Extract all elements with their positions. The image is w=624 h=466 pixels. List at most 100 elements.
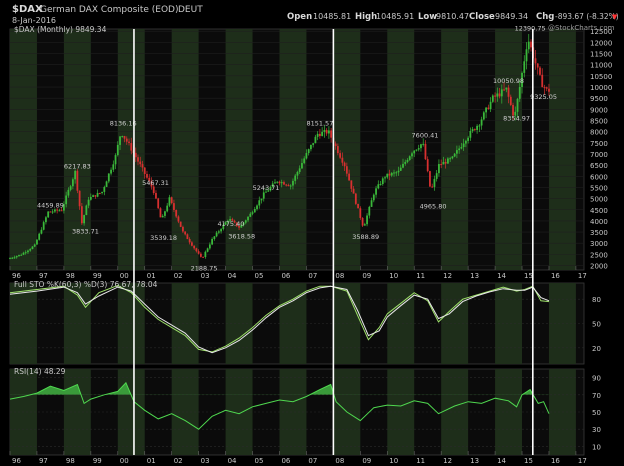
price-candle-body [40,229,43,234]
price-candle-body [235,222,238,227]
price-candle-body [191,242,193,246]
price-candle-body [155,192,157,199]
price-x-tick-label: 13 [470,272,479,280]
price-candle-body [426,159,429,172]
price-candle-body [548,88,550,92]
price-candle-body [92,195,94,197]
price-candle-body [121,136,124,138]
price-candle-body [455,150,458,154]
change-label: Chg [536,12,554,22]
price-candle-body [453,153,456,157]
price-annotation-label: 7600.41 [412,132,439,140]
stochastic-y-tick-label: 80 [592,296,601,304]
price-candle-body [395,172,398,174]
bottom-x-tick-label: 12 [443,457,452,465]
price-annotation-label: 8136.16 [110,120,137,128]
price-candle-body [523,61,526,73]
price-candle-body [139,161,142,165]
price-year-band [279,29,307,270]
price-year-band [441,29,469,270]
price-y-tick-label: 6000 [590,173,608,181]
price-candle-body [224,222,227,225]
price-candle-body [530,41,532,48]
price-candle-body [348,173,351,181]
bottom-x-tick-label: 13 [470,457,479,465]
price-candle-body [444,161,447,164]
price-candle-body [22,252,25,255]
price-panel: 2000 2500 3000 3500 4000 4500 5000 5500 6000 6500… [9,25,612,272]
price-candle-body [123,136,126,139]
price-candle-body [491,95,494,102]
price-y-tick-label: 2500 [590,251,608,259]
price-candle-body [256,205,258,210]
bottom-x-tick-label: 05 [255,457,264,465]
price-candle-body [357,203,359,209]
price-candle-body [285,184,288,186]
price-candle-body [206,248,209,252]
price-candle-body [339,153,342,158]
price-candle-body [146,174,148,178]
price-candle-body [276,181,279,183]
price-candle-body [536,63,539,68]
price-candle-body [485,107,487,113]
price-annotation-label: 4459.89 [37,202,64,210]
stochastic-y-tick-label: 50 [592,321,601,329]
price-candle-body [509,96,512,105]
price-candle-body [56,209,59,211]
price-x-tick-label: 96 [12,272,21,280]
price-candle-body [215,232,218,237]
open-value: 10485.81 [313,12,351,21]
stochastic-d-line [9,285,550,354]
price-candle-body [253,209,256,213]
price-candle-body [438,164,440,174]
price-candle-body [242,222,245,226]
price-candle-body [74,170,77,180]
price-candle-body [505,87,508,90]
bottom-x-tick-label: 14 [497,457,506,465]
price-annotation-label: 5467.31 [142,179,169,187]
symbol-name: German DAX Composite (EOD) [40,5,178,15]
price-candle-body [296,171,299,176]
bottom-x-tick-label: 10 [389,457,398,465]
price-candle-body [112,164,115,170]
price-candle-body [89,196,92,200]
price-x-tick-label: 14 [497,272,506,280]
price-candle-body [494,95,496,97]
rsi-y-tick-label: 70 [592,392,601,400]
price-candle-body [345,166,348,174]
price-candle-body [458,148,461,151]
price-x-tick-label: 99 [93,272,102,280]
price-candle-body [298,168,301,172]
price-candle-body [334,143,337,147]
price-candle-body [229,219,231,221]
price-x-tick-label: 12 [443,272,452,280]
price-candle-body [260,198,263,201]
price-candle-body [47,211,50,218]
price-year-band [171,29,199,270]
price-candle-body [208,244,211,249]
price-x-tick-label: 10 [389,272,398,280]
price-candle-body [197,251,200,254]
legend-rsi: RSI(14) 48.29 [14,367,66,376]
price-candle-body [78,190,81,207]
price-candle-body [377,184,380,189]
price-candle-body [226,220,229,223]
high-value: 10485.91 [376,12,414,21]
price-y-tick-label: 6500 [590,162,608,170]
price-candle-body [386,173,389,178]
price-candle-body [381,178,384,185]
price-candle-body [372,194,375,201]
open-label: Open [287,12,312,22]
price-candle-body [498,93,501,97]
price-candle-body [420,144,422,149]
price-candle-body [500,89,503,97]
price-candle-body [31,246,34,250]
bottom-x-tick-label: 02 [174,457,183,465]
price-candle-body [384,177,386,179]
symbol-exchange: DEUT [178,5,203,15]
price-candle-body [195,248,198,252]
price-candle-body [327,130,330,134]
price-candle-body [343,162,346,167]
price-candle-body [36,239,38,245]
